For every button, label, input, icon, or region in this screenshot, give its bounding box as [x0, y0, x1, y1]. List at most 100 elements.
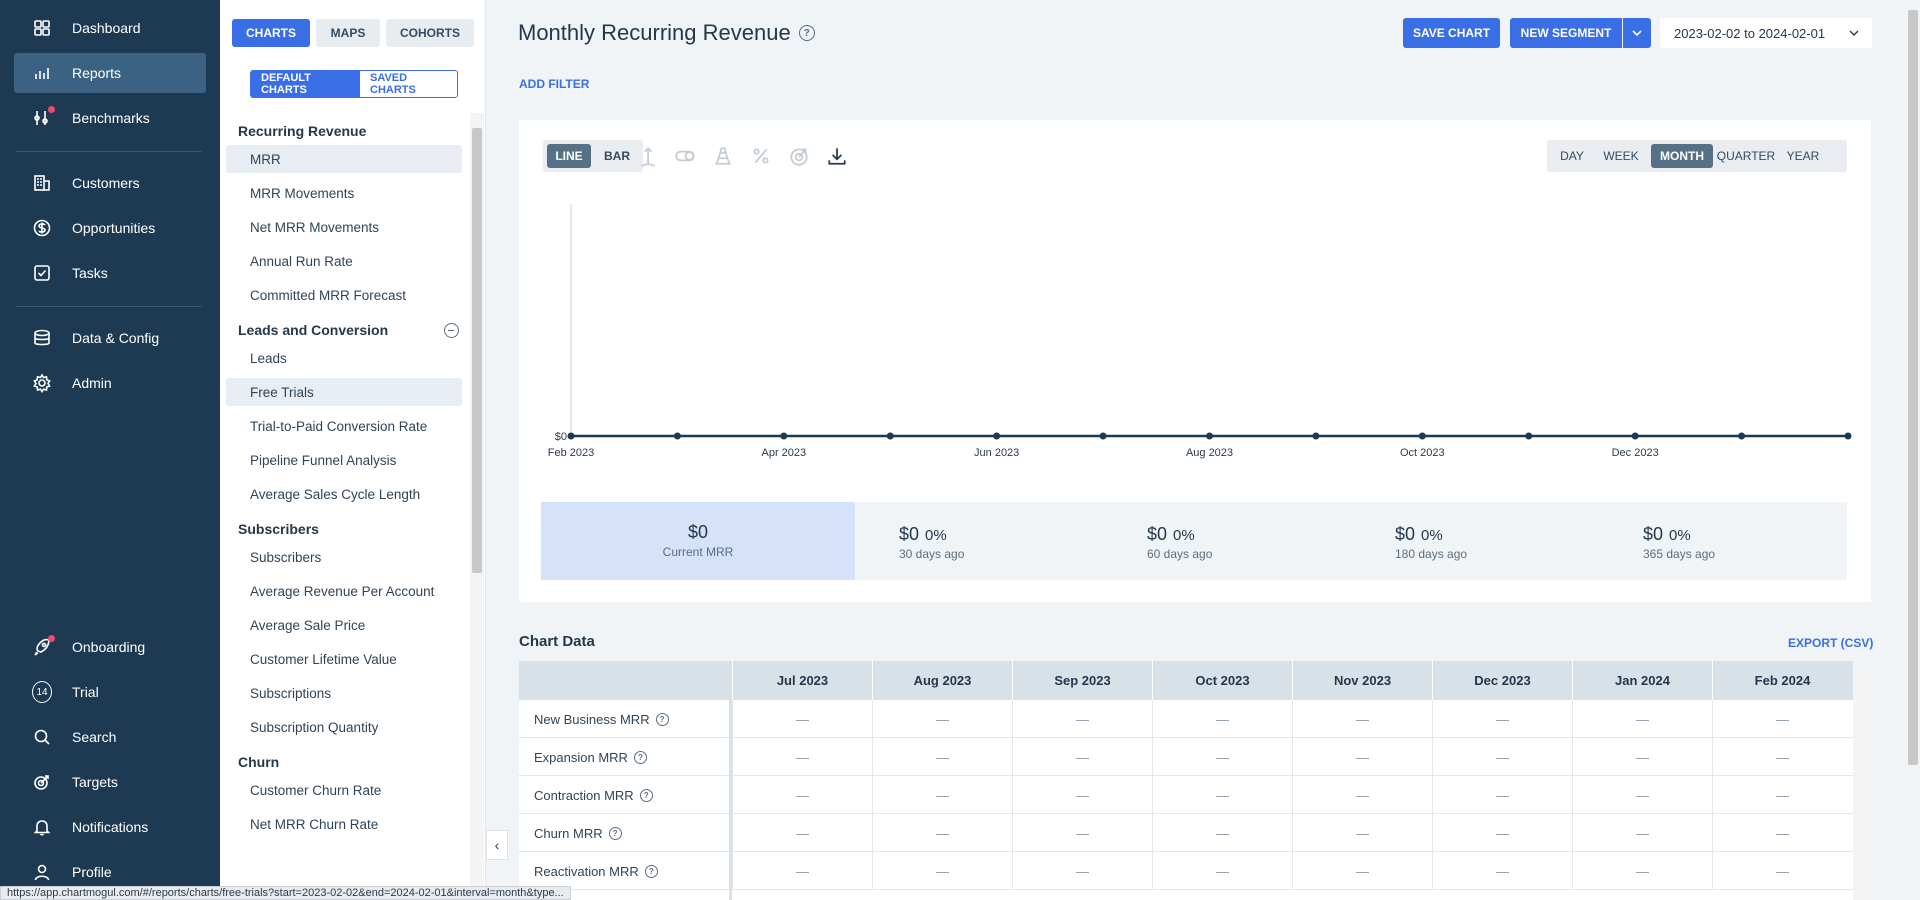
nav-item-benchmarks[interactable]: Benchmarks [14, 98, 206, 138]
report-item-annual-run-rate[interactable]: Annual Run Rate [250, 253, 353, 269]
report-item-leads[interactable]: Leads [250, 350, 287, 366]
period-quarter[interactable]: QUARTER [1716, 149, 1776, 163]
column-header[interactable]: Sep 2023 [1012, 661, 1152, 700]
new-segment-dropdown[interactable] [1623, 18, 1651, 48]
bar-chart-button[interactable]: BAR [604, 149, 630, 163]
nav-item-label: Reports [72, 65, 122, 81]
nav-item-tasks[interactable]: Tasks [14, 253, 206, 293]
column-header[interactable]: Jan 2024 [1572, 661, 1712, 700]
collapse-sidebar-button[interactable]: ‹ [486, 830, 508, 860]
sidebar-scroll-thumb[interactable] [472, 128, 482, 573]
date-range-picker[interactable]: 2023-02-02 to 2024-02-01 [1660, 18, 1872, 48]
table-scrollbar[interactable] [1853, 661, 1867, 900]
table-cell: — [732, 776, 872, 814]
period-day[interactable]: DAY [1560, 149, 1584, 163]
nav-item-reports[interactable]: Reports [14, 53, 206, 93]
column-header[interactable]: Aug 2023 [872, 661, 1012, 700]
summary-change: 0% [1421, 527, 1443, 544]
tab-cohorts[interactable]: COHORTS [386, 19, 474, 47]
tab-maps[interactable]: MAPS [316, 19, 380, 47]
add-filter-link[interactable]: ADD FILTER [519, 77, 590, 91]
report-item-pipeline-funnel-analysis[interactable]: Pipeline Funnel Analysis [250, 452, 397, 468]
export-csv-link[interactable]: EXPORT (CSV) [1788, 636, 1874, 650]
summary-value: $0 [1643, 524, 1664, 544]
table-cell: — [1152, 700, 1292, 738]
tasks-icon [32, 263, 52, 283]
nav-item-label: Tasks [72, 265, 108, 281]
nav-item-notifications[interactable]: Notifications [14, 807, 206, 847]
nav-item-targets[interactable]: Targets [14, 762, 206, 802]
nav-item-profile[interactable]: Profile [14, 852, 206, 892]
target-icon[interactable] [785, 142, 813, 170]
column-header[interactable]: Oct 2023 [1152, 661, 1292, 700]
data-point-oct-2023 [1418, 432, 1426, 440]
nav-divider [16, 306, 202, 307]
saved-charts-button[interactable]: SAVED CHARTS [360, 71, 457, 97]
mrr-line-chart: $0 Feb 2023 Apr 2023 Jun 2023 Aug 2023 Oct 20… [548, 204, 1852, 459]
reports-icon [32, 63, 52, 83]
charts-segment-control: DEFAULT CHARTS SAVED CHARTS [250, 70, 458, 98]
column-header[interactable]: Feb 2024 [1712, 661, 1852, 700]
report-item-trial-to-paid-conversion-rate[interactable]: Trial-to-Paid Conversion Rate [250, 418, 428, 434]
nav-item-onboarding[interactable]: Onboarding [14, 627, 206, 667]
report-item-subscribers[interactable]: Subscribers [250, 549, 322, 565]
report-item-subscription-quantity[interactable]: Subscription Quantity [250, 719, 379, 735]
nav-item-admin[interactable]: Admin [14, 363, 206, 403]
report-item-subscriptions[interactable]: Subscriptions [250, 685, 332, 701]
help-icon[interactable]: ? [633, 750, 647, 764]
report-item-committed-mrr-forecast[interactable]: Committed MRR Forecast [250, 287, 407, 303]
collapse-group-icon[interactable] [444, 323, 459, 338]
report-item-net-mrr-movements[interactable]: Net MRR Movements [250, 219, 380, 235]
nav-item-label: Targets [72, 774, 118, 790]
help-icon[interactable]: ? [644, 864, 658, 878]
report-item-average-sale-price[interactable]: Average Sale Price [250, 617, 366, 633]
report-item-average-revenue-per-account[interactable]: Average Revenue Per Account [250, 583, 435, 599]
report-item-customer-lifetime-value[interactable]: Customer Lifetime Value [250, 651, 397, 667]
period-year[interactable]: YEAR [1786, 149, 1820, 163]
new-segment-button[interactable]: NEW SEGMENT [1510, 18, 1622, 48]
help-icon[interactable]: ? [608, 826, 622, 840]
report-item-average-sales-cycle-length[interactable]: Average Sales Cycle Length [250, 486, 421, 502]
table-cell: — [1292, 738, 1432, 776]
percent-icon[interactable] [747, 142, 775, 170]
period-week[interactable]: WEEK [1603, 149, 1639, 163]
nav-item-label: Admin [72, 375, 112, 391]
summary-cell: $0 0% 30 days ago [899, 524, 964, 561]
help-icon[interactable]: ? [639, 788, 653, 802]
column-header[interactable]: Dec 2023 [1432, 661, 1572, 700]
nav-item-data-config[interactable]: Data & Config [14, 318, 206, 358]
nav-item-label: Data & Config [72, 330, 160, 346]
tab-charts[interactable]: CHARTS [232, 19, 310, 47]
table-cell: — [1012, 700, 1152, 738]
line-chart-button[interactable]: LINE [547, 144, 591, 168]
default-charts-button[interactable]: DEFAULT CHARTS [251, 71, 360, 97]
axis-icon[interactable] [633, 142, 661, 170]
data-point-jul-2023 [1099, 432, 1107, 440]
report-list: Recurring Revenue MRR MRR Movements Net MRR… [220, 115, 472, 900]
row-label: Expansion MRR? [534, 738, 647, 776]
nav-item-search[interactable]: Search [14, 717, 206, 757]
nav-item-opportunities[interactable]: Opportunities [14, 208, 206, 248]
nav-item-trial[interactable]: 14 Trial [14, 672, 206, 712]
table-cell: — [1712, 700, 1852, 738]
report-item-free-trials[interactable]: Free Trials [226, 378, 462, 406]
table-cell: — [732, 738, 872, 776]
row-label: Contraction MRR? [534, 776, 653, 814]
save-chart-button[interactable]: SAVE CHART [1403, 18, 1500, 48]
help-icon[interactable]: ? [798, 25, 815, 41]
stack-icon[interactable] [709, 142, 737, 170]
column-header[interactable]: Nov 2023 [1292, 661, 1432, 700]
column-header[interactable]: Jul 2023 [732, 661, 872, 700]
download-icon[interactable] [823, 142, 851, 170]
report-item-net-mrr-churn-rate[interactable]: Net MRR Churn Rate [250, 816, 379, 832]
nav-item-dashboard[interactable]: Dashboard [14, 8, 206, 48]
period-month[interactable]: MONTH [1651, 144, 1713, 168]
help-icon[interactable]: ? [655, 712, 669, 726]
chart-type-toggle: LINE BAR [543, 140, 643, 172]
report-item-mrr-movements[interactable]: MRR Movements [250, 185, 355, 201]
toggle-icon[interactable] [671, 142, 699, 170]
report-item-customer-churn-rate[interactable]: Customer Churn Rate [250, 782, 382, 798]
report-item-mrr[interactable]: MRR [226, 145, 462, 173]
nav-item-customers[interactable]: Customers [14, 163, 206, 203]
page-scroll-thumb[interactable] [1908, 10, 1918, 765]
